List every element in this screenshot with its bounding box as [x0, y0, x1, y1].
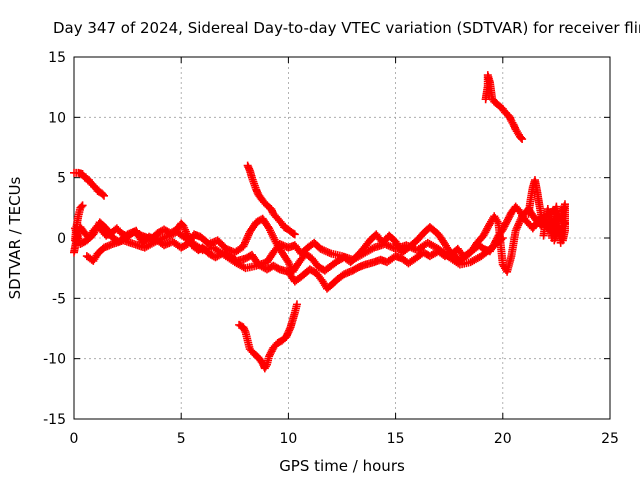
data-marks [70, 71, 569, 373]
series-track-main-3 [82, 227, 507, 273]
axis-ticks: 0 5 10 15 20 25 -15 -10 -5 0 5 10 15 [43, 50, 619, 447]
data-point-marker [292, 300, 301, 309]
chart-title: Day 347 of 2024, Sidereal Day-to-day VTE… [53, 19, 640, 37]
data-point-marker [100, 191, 109, 200]
series-track-mid-lower [235, 300, 301, 373]
x-tick-label: 0 [70, 431, 79, 447]
x-tick-label: 20 [494, 431, 512, 447]
y-tick-label: 0 [57, 231, 66, 247]
data-point-marker [550, 236, 559, 245]
series-track-right-block [539, 200, 569, 247]
y-axis-label: SDTVAR / TECUs [6, 176, 24, 299]
x-tick-label: 15 [387, 431, 405, 447]
data-point-marker [537, 212, 546, 221]
y-tick-label: 5 [57, 171, 66, 187]
data-point-marker [498, 234, 507, 242]
series-track-mid-upper [243, 161, 299, 239]
series-track-right-spike [524, 176, 546, 221]
data-point-marker [290, 230, 299, 239]
data-point-marker [98, 190, 107, 199]
x-tick-label: 25 [601, 431, 619, 447]
y-tick-label: 10 [48, 110, 66, 126]
y-tick-label: -10 [43, 352, 66, 368]
y-tick-label: -5 [52, 291, 66, 307]
data-point-marker [78, 201, 87, 210]
series-track-upper-right [481, 71, 527, 144]
data-point-marker [517, 133, 526, 142]
data-point-marker [518, 135, 527, 144]
series-track-upper-left [70, 168, 109, 200]
x-tick-label: 10 [279, 431, 297, 447]
y-tick-label: -15 [43, 412, 66, 428]
y-tick-label: 15 [48, 50, 66, 66]
x-axis-label: GPS time / hours [279, 457, 405, 475]
series-track-left-rise [71, 201, 87, 245]
x-tick-label: 5 [177, 431, 186, 447]
data-point-marker [77, 202, 86, 211]
